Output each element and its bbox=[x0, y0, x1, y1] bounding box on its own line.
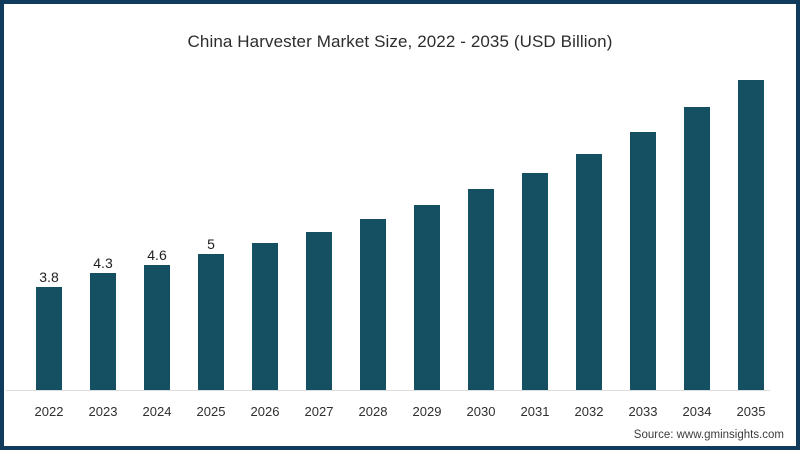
bar-2022 bbox=[36, 287, 62, 390]
bar-value-label-2022: 3.8 bbox=[39, 269, 59, 285]
x-tick-label-2023: 2023 bbox=[88, 404, 118, 419]
bar-value-label-2025: 5 bbox=[207, 236, 215, 252]
x-tick-label-2026: 2026 bbox=[250, 404, 280, 419]
bar-column-2029 bbox=[400, 64, 454, 390]
bar-value-label-2023: 4.3 bbox=[93, 255, 113, 271]
bar-column-2026 bbox=[238, 64, 292, 390]
x-tick-label-2024: 2024 bbox=[142, 404, 172, 419]
bar-value-label-2024: 4.6 bbox=[147, 247, 167, 263]
bar-2034 bbox=[684, 107, 710, 390]
x-tick-label-2032: 2032 bbox=[574, 404, 604, 419]
x-tick-label-2028: 2028 bbox=[358, 404, 388, 419]
bar-2032 bbox=[576, 154, 602, 390]
bar-2026 bbox=[252, 243, 278, 390]
bar-2031 bbox=[522, 173, 548, 390]
bar-column-2035 bbox=[724, 64, 778, 390]
bar-2023 bbox=[90, 273, 116, 390]
bar-2024 bbox=[144, 265, 170, 390]
bar-2028 bbox=[360, 219, 386, 390]
bar-column-2022: 3.8 bbox=[22, 64, 76, 390]
chart-title: China Harvester Market Size, 2022 - 2035… bbox=[187, 32, 613, 51]
bar-column-2034 bbox=[670, 64, 724, 390]
bar-column-2028 bbox=[346, 64, 400, 390]
bar-column-2032 bbox=[562, 64, 616, 390]
bar-column-2030 bbox=[454, 64, 508, 390]
bar-column-2024: 4.6 bbox=[130, 64, 184, 390]
x-tick-label-2025: 2025 bbox=[196, 404, 226, 419]
x-axis-labels: 2022 2023 2024 2025 2026 2027 2028 2029 2030 2031… bbox=[22, 404, 778, 420]
x-axis-line bbox=[6, 390, 770, 391]
bar-column-2025: 5 bbox=[184, 64, 238, 390]
x-tick-label-2033: 2033 bbox=[628, 404, 658, 419]
bar-2033 bbox=[630, 132, 656, 390]
x-tick-label-2022: 2022 bbox=[34, 404, 64, 419]
bar-2030 bbox=[468, 189, 494, 390]
bar-column-2023: 4.3 bbox=[76, 64, 130, 390]
bar-column-2031 bbox=[508, 64, 562, 390]
x-tick-label-2034: 2034 bbox=[682, 404, 712, 419]
source-text: Source: www.gminsights.com bbox=[633, 429, 784, 441]
x-tick-label-2027: 2027 bbox=[304, 404, 334, 419]
plot-area: 3.8 4.3 4.6 5 bbox=[22, 64, 778, 390]
bar-2029 bbox=[414, 205, 440, 390]
bar-2035 bbox=[738, 80, 764, 390]
bar-2025 bbox=[198, 254, 224, 390]
bar-2027 bbox=[306, 232, 332, 390]
bar-column-2027 bbox=[292, 64, 346, 390]
x-tick-label-2029: 2029 bbox=[412, 404, 442, 419]
x-tick-label-2035: 2035 bbox=[736, 404, 766, 419]
bar-column-2033 bbox=[616, 64, 670, 390]
x-tick-label-2030: 2030 bbox=[466, 404, 496, 419]
x-tick-label-2031: 2031 bbox=[520, 404, 550, 419]
